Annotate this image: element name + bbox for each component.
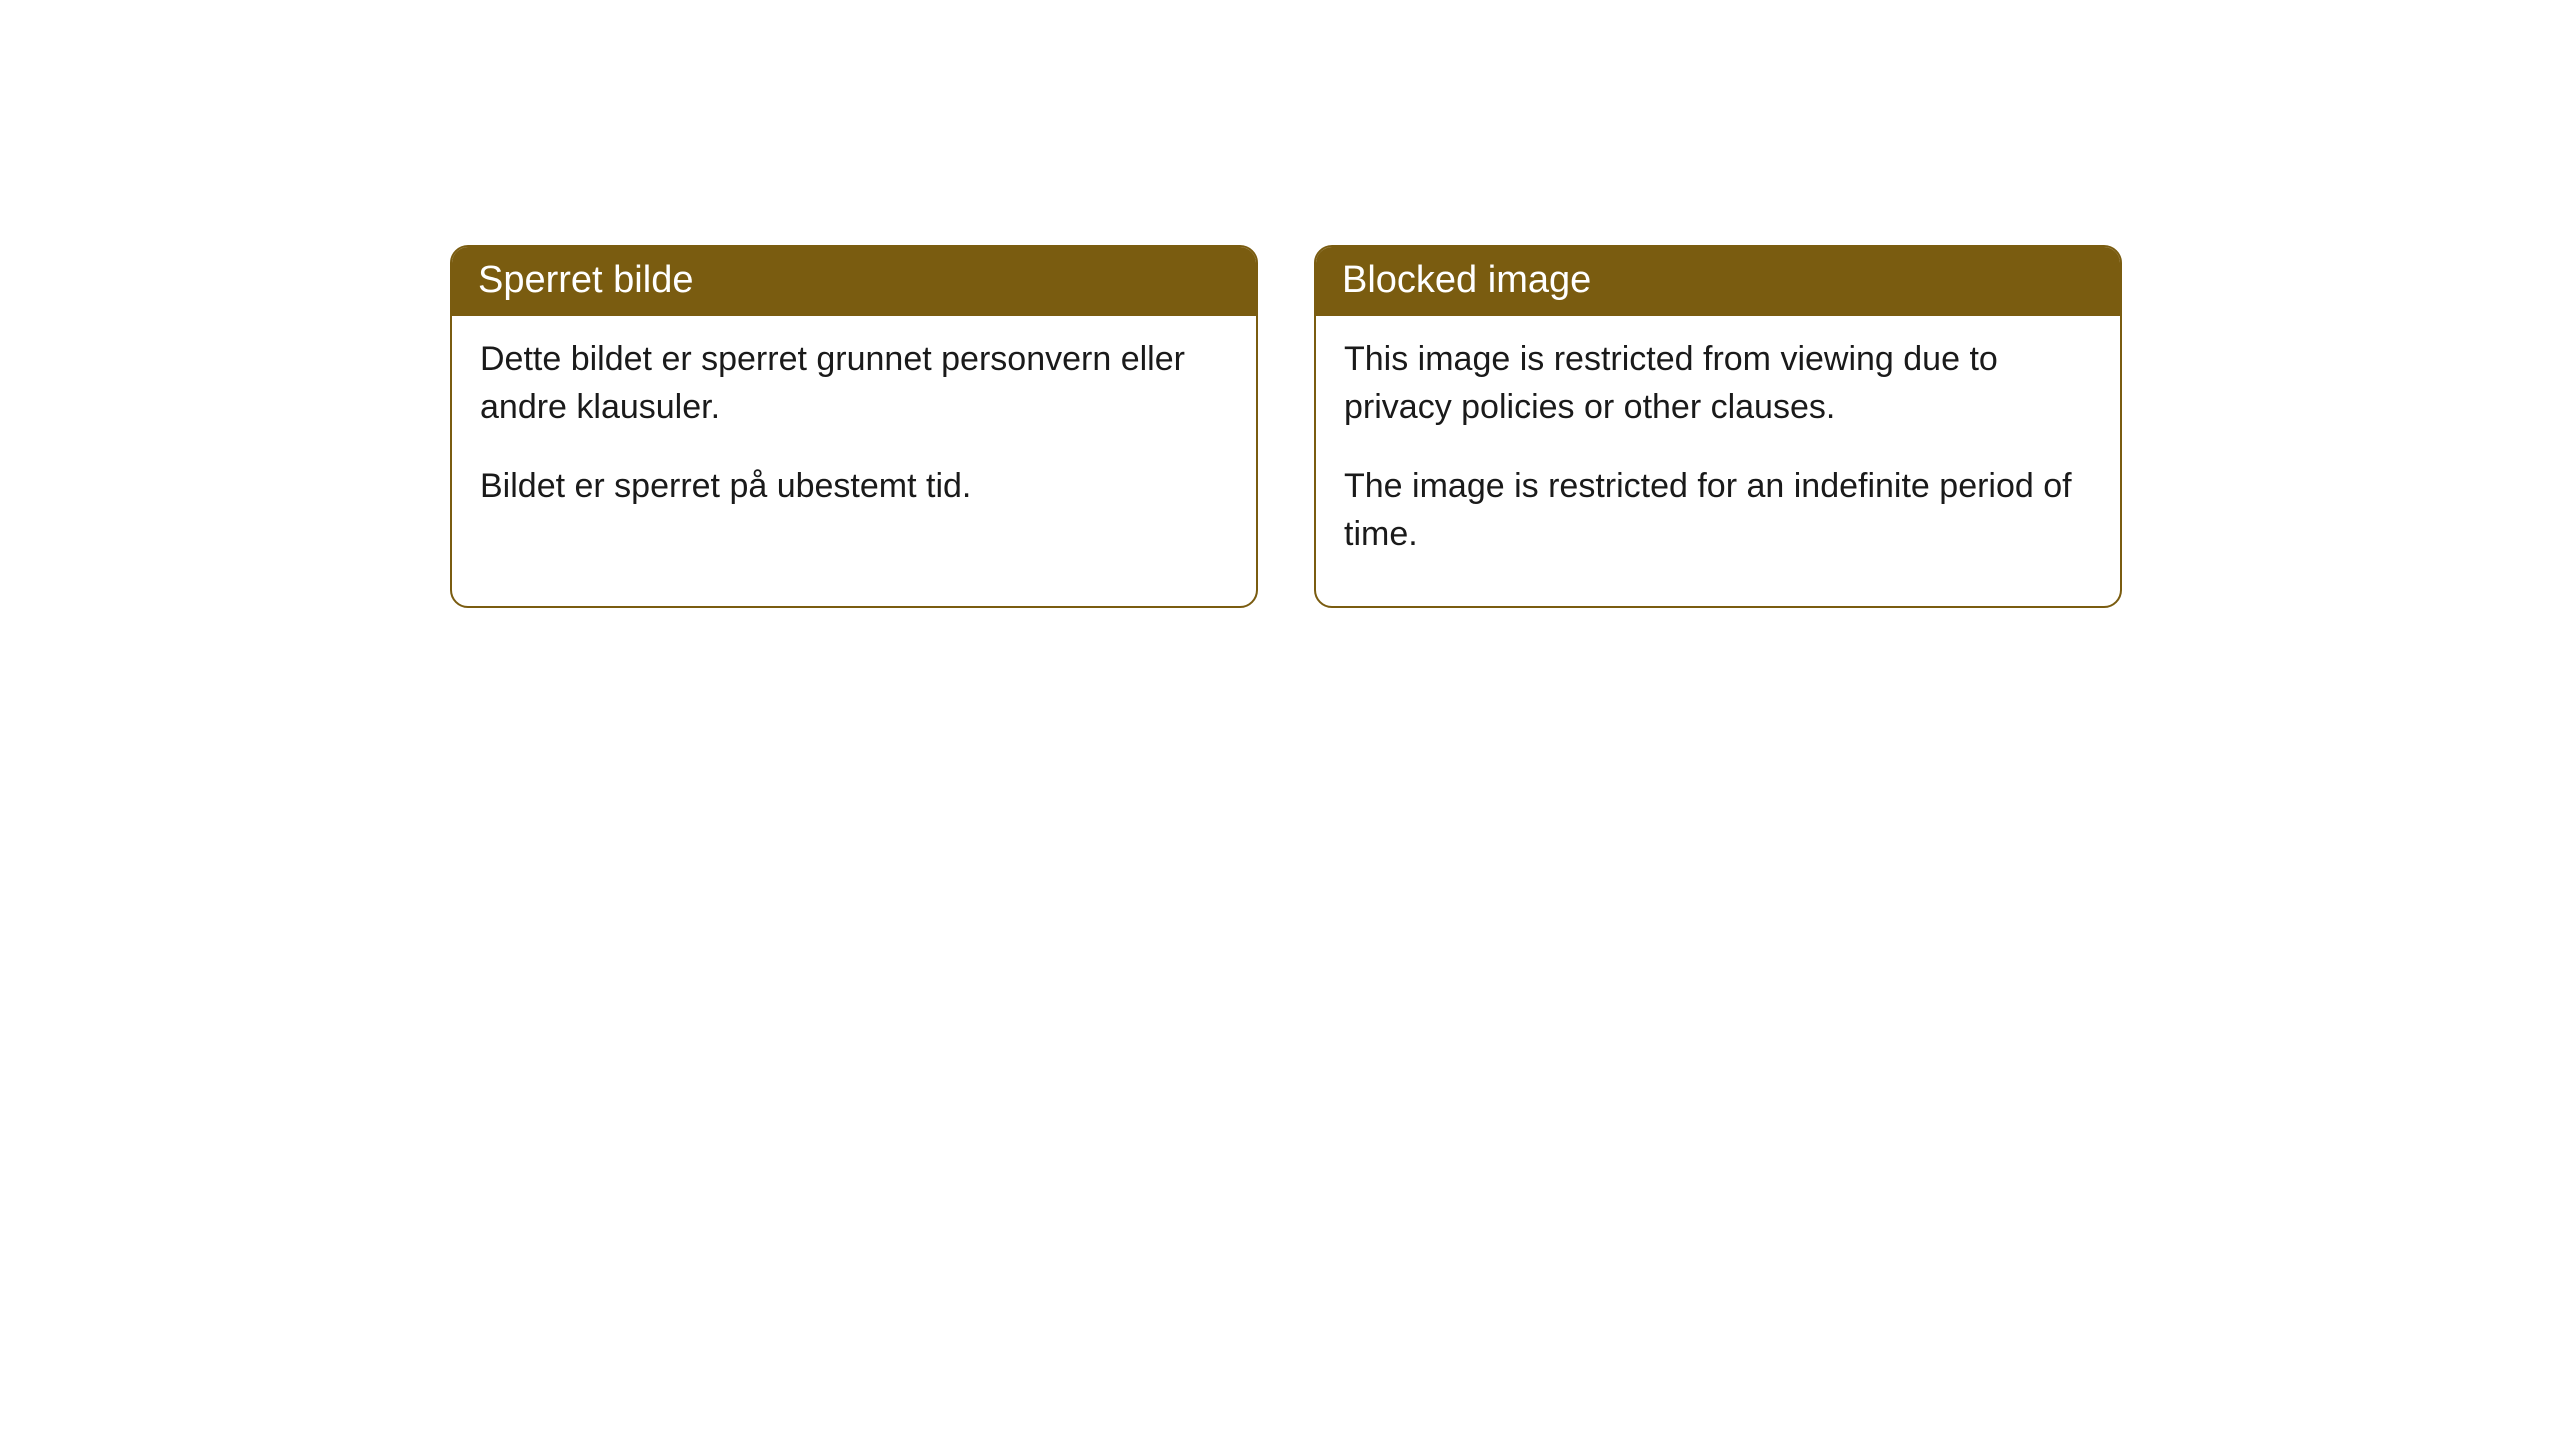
card-header: Blocked image: [1316, 247, 2120, 316]
card-paragraph: Bildet er sperret på ubestemt tid.: [480, 463, 1228, 511]
card-paragraph: This image is restricted from viewing du…: [1344, 336, 2092, 431]
card-header: Sperret bilde: [452, 247, 1256, 316]
notice-card-norwegian: Sperret bilde Dette bildet er sperret gr…: [450, 245, 1258, 608]
card-title: Sperret bilde: [478, 259, 693, 301]
card-body: This image is restricted from viewing du…: [1316, 316, 2120, 606]
card-body: Dette bildet er sperret grunnet personve…: [452, 316, 1256, 559]
notice-card-english: Blocked image This image is restricted f…: [1314, 245, 2122, 608]
card-paragraph: Dette bildet er sperret grunnet personve…: [480, 336, 1228, 431]
notice-cards-container: Sperret bilde Dette bildet er sperret gr…: [450, 245, 2122, 608]
card-title: Blocked image: [1342, 259, 1591, 301]
card-paragraph: The image is restricted for an indefinit…: [1344, 463, 2092, 558]
